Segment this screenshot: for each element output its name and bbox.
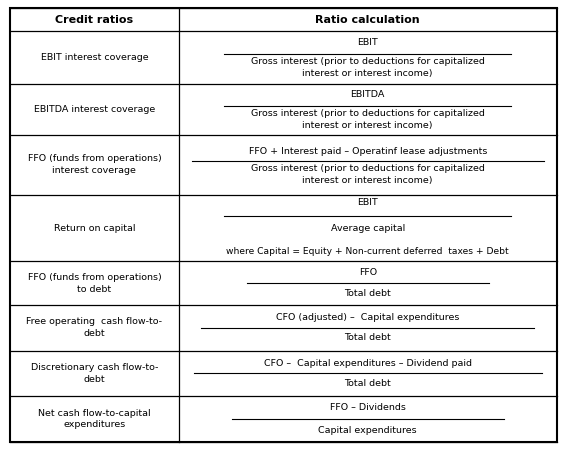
Text: Ratio calculation: Ratio calculation [315, 15, 420, 25]
Text: EBIT: EBIT [357, 38, 378, 47]
Text: EBITDA: EBITDA [350, 90, 385, 99]
Text: FFO + Interest paid – Operatinf lease adjustments: FFO + Interest paid – Operatinf lease ad… [248, 147, 487, 156]
Text: Credit ratios: Credit ratios [56, 15, 133, 25]
Text: Free operating  cash flow-to-
debt: Free operating cash flow-to- debt [27, 317, 162, 338]
Text: EBIT: EBIT [357, 198, 378, 207]
Text: FFO: FFO [359, 268, 376, 277]
Text: Average capital: Average capital [331, 224, 405, 233]
Text: Total debt: Total debt [344, 289, 391, 298]
Text: CFO –  Capital expenditures – Dividend paid: CFO – Capital expenditures – Dividend pa… [264, 359, 472, 368]
Text: FFO (funds from operations)
to debt: FFO (funds from operations) to debt [28, 273, 161, 293]
Text: FFO (funds from operations)
interest coverage: FFO (funds from operations) interest cov… [28, 154, 161, 175]
Text: Gross interest (prior to deductions for capitalized
interest or interest income): Gross interest (prior to deductions for … [251, 164, 485, 185]
Text: Gross interest (prior to deductions for capitalized
interest or interest income): Gross interest (prior to deductions for … [251, 109, 485, 130]
Text: Total debt: Total debt [344, 333, 391, 342]
Text: EBIT interest coverage: EBIT interest coverage [41, 53, 148, 62]
Text: Capital expenditures: Capital expenditures [319, 426, 417, 435]
Text: Gross interest (prior to deductions for capitalized
interest or interest income): Gross interest (prior to deductions for … [251, 57, 485, 78]
Text: CFO (adjusted) –  Capital expenditures: CFO (adjusted) – Capital expenditures [276, 314, 459, 323]
Text: Total debt: Total debt [344, 379, 391, 388]
Text: where Capital = Equity + Non-current deferred  taxes + Debt: where Capital = Equity + Non-current def… [226, 247, 509, 256]
Text: Return on capital: Return on capital [54, 224, 135, 233]
Text: Discretionary cash flow-to-
debt: Discretionary cash flow-to- debt [31, 363, 158, 384]
Text: Net cash flow-to-capital
expenditures: Net cash flow-to-capital expenditures [38, 409, 151, 429]
Text: FFO – Dividends: FFO – Dividends [330, 403, 405, 412]
Text: EBITDA interest coverage: EBITDA interest coverage [34, 105, 155, 114]
